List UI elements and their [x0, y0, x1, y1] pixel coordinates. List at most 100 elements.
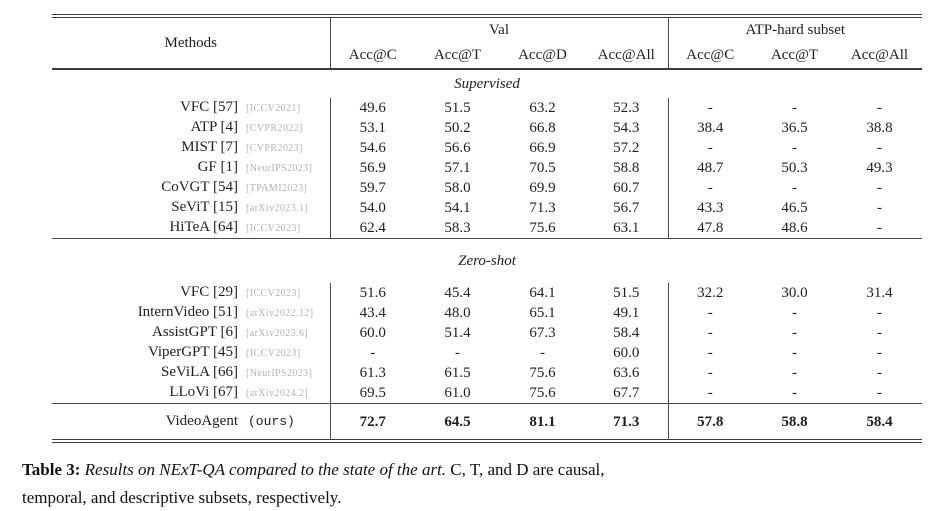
section-row: Supervised [52, 69, 922, 98]
metric-value: 70.5 [529, 159, 556, 176]
metric-value: - [540, 344, 545, 361]
caption-label: Table 3: [22, 460, 81, 479]
metric-value: 54.6 [329, 138, 415, 158]
method-flex: SeViLA [66] [NeurIPS2023] [52, 363, 330, 383]
metric-value: 31.4 [866, 284, 893, 301]
metric-value: 54.3 [613, 119, 640, 136]
col-header: Acc@T [415, 42, 500, 70]
metric-value: 71.3 [529, 199, 556, 216]
metric-value: 58.4 [837, 403, 922, 441]
method-flex: ATP [4] [CVPR2022] [52, 118, 330, 138]
method-name: SeViT [15] [171, 199, 238, 215]
method-name: VFC [57] [180, 99, 238, 115]
metric-value: 53.1 [329, 118, 415, 138]
method-cell: ATP [4] [CVPR2022] [52, 118, 330, 138]
metric-value: 69.9 [529, 179, 556, 196]
venue-tag: [ICCV2023] [246, 348, 301, 359]
method-flex: InternVideo [51] [arXiv2022.12] [52, 303, 330, 323]
table-row: SeViT [15] [arXiv2023.1] 54.0 54.1 71.3 56.7 4… [52, 198, 922, 218]
method-flex: LLoVi [67] [arXiv2024.2] [52, 383, 330, 403]
metric-value: 36.5 [781, 119, 808, 136]
metric-value: 61.0 [444, 384, 471, 401]
col-header: Acc@C [667, 42, 752, 70]
metric-value: 47.8 [667, 218, 752, 239]
venue-tag: [arXiv2022.12] [246, 308, 314, 319]
metric-value: 59.7 [329, 178, 415, 198]
metric-value: - [792, 179, 797, 196]
section-title: Zero-shot [52, 238, 922, 283]
metric-value: - [792, 364, 797, 381]
metric-value: 65.1 [529, 304, 556, 321]
col-header: Acc@All [585, 42, 668, 70]
method-flex: VFC [57] [ICCV2021] [52, 98, 330, 118]
table-header: Methods Val ATP-hard subset Acc@C Acc@T Acc@D… [52, 16, 922, 70]
table-row: CoVGT [54] [TPAMI2023] 59.7 58.0 69.9 60.7 - - - [52, 178, 922, 198]
metric-value: - [792, 139, 797, 156]
metric-value: 48.0 [444, 304, 471, 321]
metric-value: 57.8 [667, 403, 752, 441]
method-flex: AssistGPT [6] [arXiv2023.6] [52, 323, 330, 343]
method-name: CoVGT [54] [161, 179, 238, 195]
ours-suffix: (ours) [248, 414, 295, 429]
metric-value: 56.7 [613, 199, 640, 216]
metric-value: 48.7 [667, 158, 752, 178]
metric-value: 60.7 [613, 179, 640, 196]
metric-value: 49.1 [613, 304, 640, 321]
metric-value: - [667, 138, 752, 158]
metric-value: - [455, 344, 460, 361]
method-name: InternVideo [51] [137, 304, 238, 320]
table-row: LLoVi [67] [arXiv2024.2] 69.5 61.0 75.6 67.7 -… [52, 383, 922, 404]
metric-value: - [877, 344, 882, 361]
metric-value: 38.8 [866, 119, 893, 136]
venue-tag: [CVPR2023] [246, 143, 303, 154]
method-cell: VFC [57] [ICCV2021] [52, 98, 330, 118]
method-cell: GF [1] [NeurIPS2023] [52, 158, 330, 178]
method-flex: ViperGPT [45] [ICCV2023] [52, 343, 330, 363]
metric-value: 43.4 [329, 303, 415, 323]
venue-tag: [CVPR2022] [246, 123, 303, 134]
metric-value: - [667, 303, 752, 323]
col-header: Acc@C [329, 42, 415, 70]
metric-value: 38.4 [667, 118, 752, 138]
method-name: SeViLA [66] [160, 364, 238, 380]
header-group-row: Methods Val ATP-hard subset [52, 16, 922, 70]
val-group-header: Val [329, 16, 668, 42]
metric-value: - [877, 139, 882, 156]
venue-tag: [NeurIPS2023] [246, 368, 313, 379]
metric-value: 56.9 [329, 158, 415, 178]
metric-value: 56.6 [444, 139, 471, 156]
metric-value: 72.7 [329, 403, 415, 441]
method-cell: SeViT [15] [arXiv2023.1] [52, 198, 330, 218]
metric-value: 49.3 [866, 159, 893, 176]
method-cell: VideoAgent (ours) [52, 403, 330, 441]
metric-value: 66.8 [529, 119, 556, 136]
col-header: Acc@All [837, 42, 922, 70]
metric-value: - [667, 323, 752, 343]
metric-value: 50.2 [444, 119, 471, 136]
method-cell: CoVGT [54] [TPAMI2023] [52, 178, 330, 198]
metric-value: - [877, 99, 882, 116]
metric-value: 63.6 [613, 364, 640, 381]
method-flex: VideoAgent (ours) [52, 404, 330, 439]
method-cell: InternVideo [51] [arXiv2022.12] [52, 303, 330, 323]
metric-value: 64.5 [415, 403, 500, 441]
table-row: SeViLA [66] [NeurIPS2023] 61.3 61.5 75.6 63.6… [52, 363, 922, 383]
metric-value: 58.4 [613, 324, 640, 341]
section-title: Supervised [454, 76, 520, 92]
table-row: HiTeA [64] [ICCV2023] 62.4 58.3 75.6 63.1 47.8… [52, 218, 922, 239]
metric-value: 62.4 [329, 218, 415, 239]
metric-value: 43.3 [667, 198, 752, 218]
table-row: GF [1] [NeurIPS2023] 56.9 57.1 70.5 58.8 48.7 5… [52, 158, 922, 178]
metric-value: 75.6 [529, 384, 556, 401]
metric-value: - [877, 199, 882, 216]
method-flex: CoVGT [54] [TPAMI2023] [52, 178, 330, 198]
metric-value: - [877, 219, 882, 236]
caption-italic: Results on NExT-QA compared to the state… [80, 460, 447, 479]
metric-value: - [792, 99, 797, 116]
metric-value: 46.5 [781, 199, 808, 216]
metric-value: 60.0 [613, 344, 640, 361]
metric-value: - [877, 384, 882, 401]
caption-text-line1: C, T, and D are causal, [446, 460, 605, 479]
metric-value: 69.5 [329, 383, 415, 404]
method-flex: SeViT [15] [arXiv2023.1] [52, 198, 330, 218]
